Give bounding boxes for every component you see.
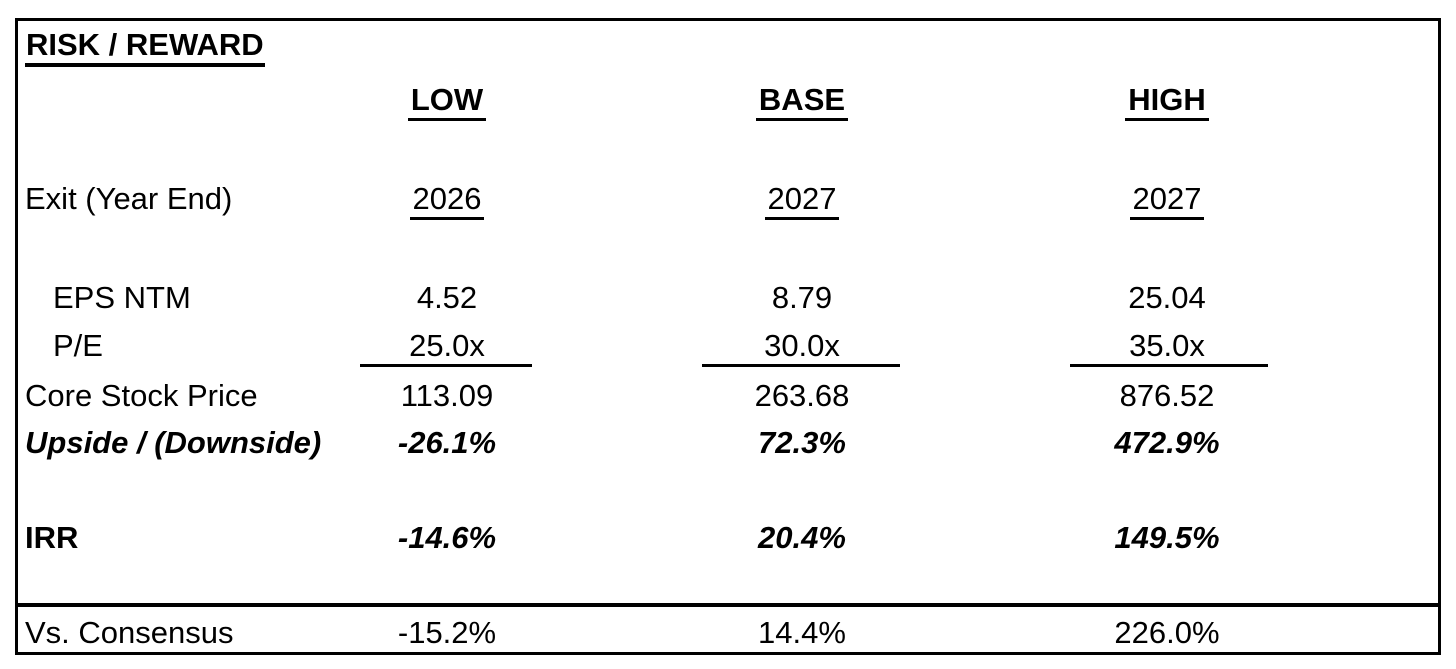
row-label-vs-consensus: Vs. Consensus bbox=[25, 615, 234, 650]
pe-value-low: 25.0x bbox=[409, 328, 485, 363]
table-outer-border bbox=[15, 18, 1441, 655]
table-row-upside-downside: Upside / (Downside) -26.1% 72.3% 472.9% bbox=[0, 423, 1456, 463]
core-price-high: 876.52 bbox=[1119, 378, 1215, 413]
pe-sum-line-high bbox=[1070, 364, 1268, 367]
upside-value-base: 72.3% bbox=[758, 425, 846, 460]
consensus-divider-line bbox=[18, 603, 1438, 607]
table-row-core-stock-price: Core Stock Price 113.09 263.68 876.52 bbox=[0, 376, 1456, 416]
row-label-pe: P/E bbox=[53, 328, 103, 363]
upside-value-high: 472.9% bbox=[1114, 425, 1220, 460]
pe-value-base: 30.0x bbox=[764, 328, 840, 363]
irr-value-base: 20.4% bbox=[758, 520, 846, 555]
pe-sum-line-low bbox=[360, 364, 532, 367]
consensus-value-base: 14.4% bbox=[758, 615, 846, 650]
irr-value-high: 149.5% bbox=[1114, 520, 1220, 555]
page-title: RISK / REWARD bbox=[25, 25, 265, 67]
eps-value-low: 4.52 bbox=[416, 280, 478, 315]
column-header-base: BASE bbox=[702, 80, 902, 121]
row-label-eps-ntm: EPS NTM bbox=[53, 280, 191, 315]
row-label-core-stock-price: Core Stock Price bbox=[25, 378, 258, 413]
table-row-eps-ntm: EPS NTM 4.52 8.79 25.04 bbox=[0, 278, 1456, 318]
column-header-row: LOW BASE HIGH bbox=[0, 80, 1456, 121]
table-row-pe: P/E 25.0x 30.0x 35.0x bbox=[0, 326, 1456, 366]
table-row-exit: Exit (Year End) 2026 2027 2027 bbox=[0, 179, 1456, 220]
eps-value-high: 25.04 bbox=[1128, 280, 1206, 315]
row-label-irr: IRR bbox=[25, 520, 79, 555]
row-label-upside-downside: Upside / (Downside) bbox=[25, 425, 322, 460]
exit-value-low: 2026 bbox=[347, 179, 547, 220]
row-label-exit: Exit (Year End) bbox=[25, 181, 233, 216]
exit-value-high: 2027 bbox=[1067, 179, 1267, 220]
consensus-value-high: 226.0% bbox=[1114, 615, 1220, 650]
column-header-high: HIGH bbox=[1067, 80, 1267, 121]
pe-sum-line-base bbox=[702, 364, 900, 367]
table-row-vs-consensus: Vs. Consensus -15.2% 14.4% 226.0% bbox=[0, 613, 1456, 653]
table-row-irr: IRR -14.6% 20.4% 149.5% bbox=[0, 518, 1456, 558]
upside-value-low: -26.1% bbox=[397, 425, 497, 460]
pe-value-high: 35.0x bbox=[1129, 328, 1205, 363]
irr-value-low: -14.6% bbox=[397, 520, 497, 555]
exit-value-base: 2027 bbox=[702, 179, 902, 220]
core-price-low: 113.09 bbox=[400, 378, 494, 413]
core-price-base: 263.68 bbox=[754, 378, 850, 413]
column-header-low: LOW bbox=[347, 80, 547, 121]
consensus-value-low: -15.2% bbox=[397, 615, 497, 650]
eps-value-base: 8.79 bbox=[771, 280, 833, 315]
table-title-row: RISK / REWARD bbox=[0, 25, 1456, 67]
